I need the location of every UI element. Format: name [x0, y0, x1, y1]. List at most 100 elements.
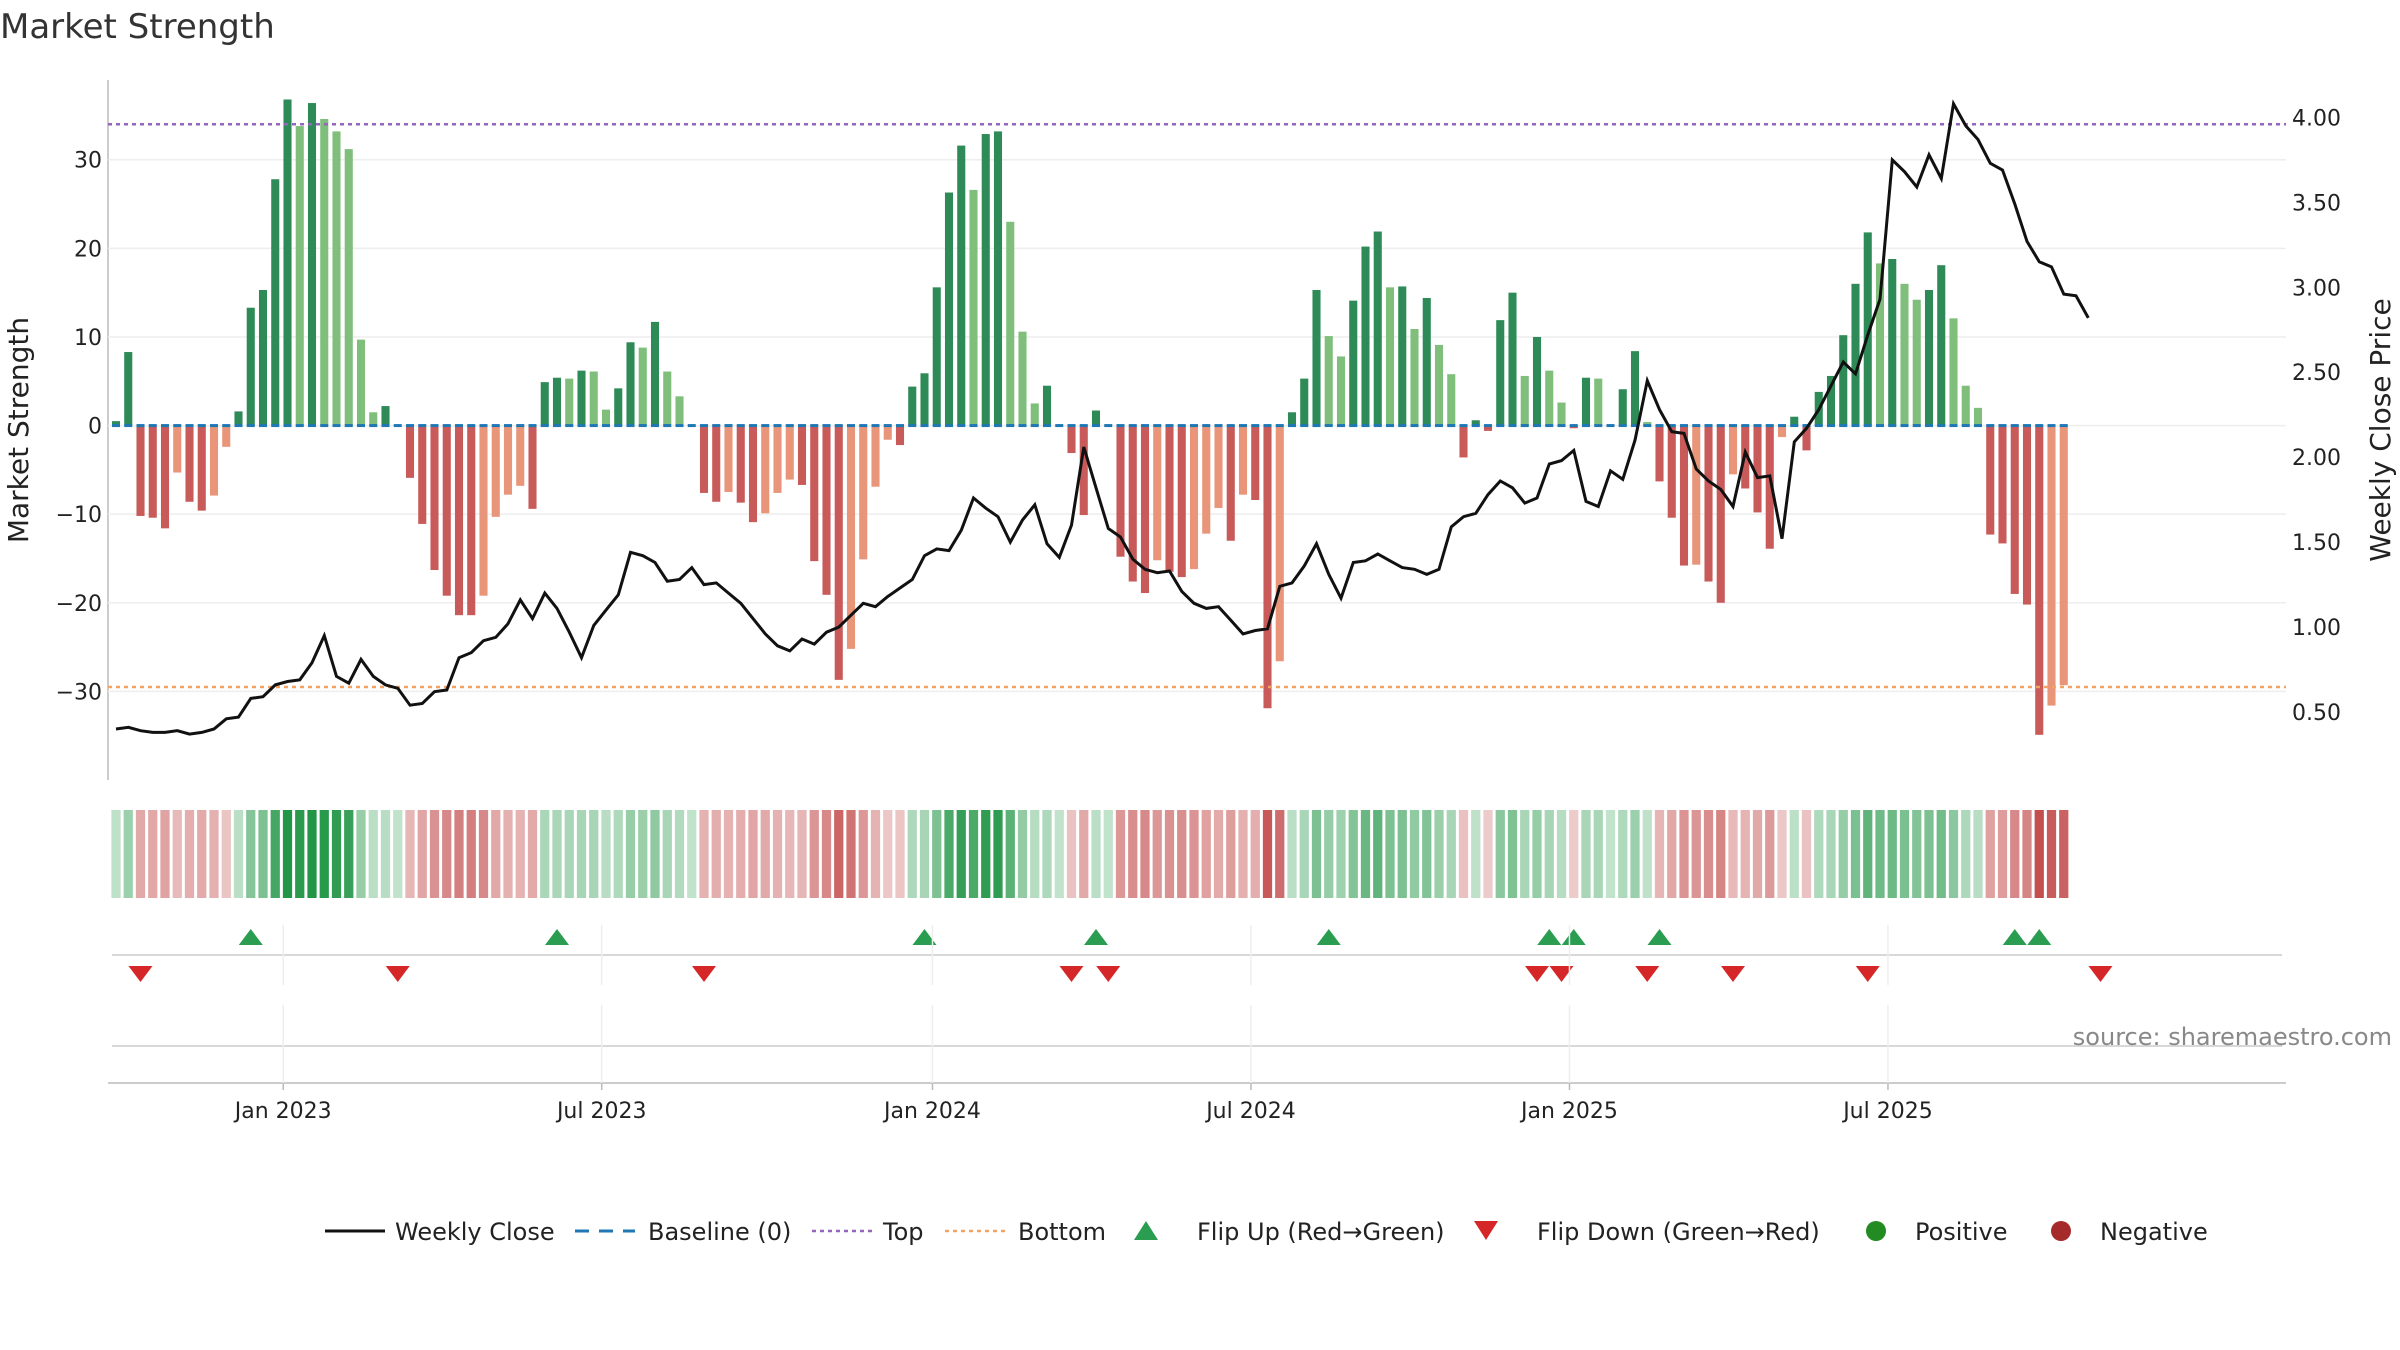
- flip-down-marker: [1721, 966, 1745, 982]
- heat-cell: [723, 810, 734, 898]
- strength-bar: [1998, 425, 2007, 544]
- heat-cell: [1103, 810, 1113, 898]
- strength-bars: [111, 99, 2068, 735]
- strength-bar: [589, 371, 598, 426]
- legend-label-positive: Positive: [1915, 1218, 2008, 1246]
- heat-cell: [1373, 810, 1383, 898]
- strength-bar: [1777, 425, 1787, 438]
- heat-cell: [1556, 810, 1567, 898]
- strength-bar: [663, 371, 672, 426]
- heat-cell: [1679, 810, 1689, 898]
- heat-cell: [429, 810, 440, 898]
- heat-cell: [1164, 810, 1175, 898]
- heat-cell: [2046, 810, 2057, 898]
- strength-bar: [209, 425, 219, 496]
- heat-cell: [1997, 810, 2008, 898]
- legend-label-weekly-close: Weekly Close: [395, 1218, 555, 1246]
- strength-bar: [932, 287, 941, 426]
- heat-cell: [331, 810, 342, 898]
- strength-bar: [1312, 290, 1321, 426]
- strength-bar: [1398, 286, 1407, 426]
- strength-bar: [160, 425, 170, 529]
- strength-bar: [1753, 425, 1762, 513]
- heat-cell: [1324, 810, 1334, 898]
- heat-cell: [760, 810, 770, 898]
- strength-bar: [650, 321, 660, 426]
- heat-cell: [1814, 810, 1824, 898]
- strength-bar: [565, 378, 574, 426]
- heat-cell: [1397, 810, 1407, 898]
- strength-bar: [1581, 377, 1591, 426]
- strength-bar: [222, 425, 231, 447]
- reference-lines: [108, 123, 2286, 689]
- strength-bar: [136, 425, 145, 516]
- heat-cell: [1446, 810, 1456, 898]
- flip-up-marker: [1084, 929, 1108, 945]
- heat-cell: [1005, 810, 1015, 898]
- strength-bar: [491, 425, 500, 517]
- flip-up-marker: [2027, 929, 2052, 945]
- strength-bar: [381, 406, 390, 426]
- heat-cell: [1422, 810, 1432, 898]
- x-tick-label: Jul 2025: [1841, 1099, 1933, 1124]
- strength-bar: [2047, 425, 2056, 706]
- strength-bar: [736, 425, 745, 503]
- heat-cell: [1887, 810, 1897, 898]
- strength-bar: [1324, 336, 1333, 426]
- strength-bar: [834, 425, 843, 680]
- strength-bar: [320, 118, 329, 426]
- heat-cell: [1716, 810, 1726, 898]
- strength-bar: [1263, 425, 1272, 709]
- strength-bar: [1667, 425, 1676, 518]
- strength-bar: [1655, 425, 1664, 482]
- heat-cell: [160, 810, 170, 898]
- strength-bar: [283, 99, 292, 426]
- heat-cell: [1262, 810, 1273, 898]
- heat-cell: [687, 810, 697, 898]
- strength-bar: [1912, 299, 1921, 426]
- strength-bar: [271, 179, 280, 426]
- legend: Weekly Close Baseline (0) Top Bottom Fli…: [325, 1218, 2208, 1246]
- strength-bar: [1900, 283, 1909, 426]
- heat-cell: [1703, 810, 1714, 898]
- strength-bar: [1802, 425, 1811, 451]
- legend-swatch-flip-up-icon: [1134, 1221, 1158, 1240]
- heat-cell: [674, 810, 685, 898]
- heat-cell: [576, 810, 587, 898]
- strength-bar: [1300, 378, 1309, 426]
- heat-cell: [1765, 810, 1775, 898]
- heat-cell: [540, 810, 550, 898]
- heat-cell: [209, 810, 219, 898]
- heat-cell: [503, 810, 513, 898]
- heat-cell: [1605, 810, 1616, 898]
- flip-up-marker: [1647, 929, 1672, 945]
- heat-cell: [1544, 810, 1554, 898]
- flip-up-marker: [238, 929, 263, 945]
- flip-up-marker: [1316, 929, 1341, 945]
- x-tick-label: Jul 2023: [555, 1099, 647, 1124]
- heat-cell: [625, 810, 636, 898]
- heat-cell: [1752, 810, 1763, 898]
- heat-cell: [1311, 810, 1322, 898]
- heat-cell: [1030, 810, 1040, 898]
- flip-down-marker: [1855, 966, 1880, 982]
- source-note: source: sharemaestro.com: [2073, 1023, 2392, 1051]
- strength-bar: [626, 342, 635, 426]
- strength-bar: [405, 425, 415, 478]
- strength-bar: [614, 388, 623, 426]
- strength-bar: [871, 425, 880, 487]
- heat-cell: [552, 810, 562, 898]
- heat-cell: [417, 810, 427, 898]
- flip-down-marker: [1059, 966, 1084, 982]
- strength-bar: [344, 149, 353, 426]
- heat-cell: [1054, 810, 1064, 898]
- strength-bar: [442, 425, 451, 596]
- heat-cell: [380, 810, 391, 898]
- heat-cell: [650, 810, 660, 898]
- heat-cell: [135, 810, 146, 898]
- heat-cell: [1434, 810, 1444, 898]
- y-tick-label-left: 0: [88, 415, 102, 440]
- heat-cell: [1507, 810, 1518, 898]
- heat-cell: [919, 810, 930, 898]
- heat-cell: [1863, 810, 1873, 898]
